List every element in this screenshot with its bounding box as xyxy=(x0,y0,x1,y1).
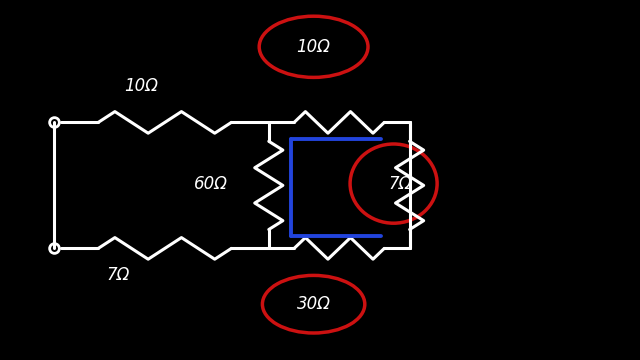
Text: 7Ω: 7Ω xyxy=(107,266,130,284)
Text: 7Ω: 7Ω xyxy=(388,175,412,193)
Text: 10Ω: 10Ω xyxy=(296,38,331,56)
Text: 10Ω: 10Ω xyxy=(124,77,158,95)
Text: 30Ω: 30Ω xyxy=(296,295,331,313)
Text: 60Ω: 60Ω xyxy=(194,175,228,193)
